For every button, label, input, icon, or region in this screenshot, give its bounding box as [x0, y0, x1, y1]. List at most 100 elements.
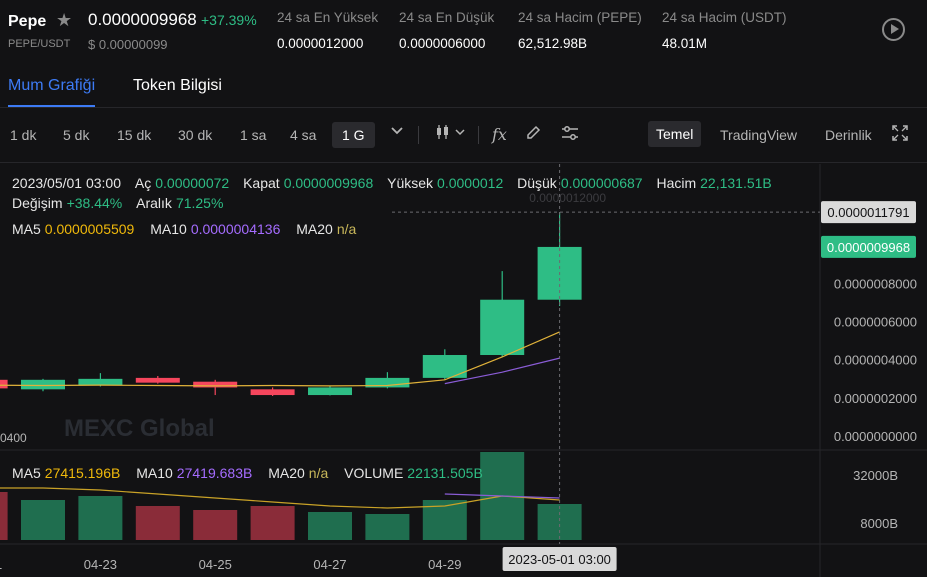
volume-ma-lines — [0, 487, 560, 509]
crosshair-time-label: 2023-05-01 03:00 — [508, 552, 611, 567]
legend-range-label: Aralık — [136, 195, 172, 211]
settings-sliders-icon[interactable] — [561, 125, 579, 146]
legend-low: 0.000000687 — [560, 175, 643, 191]
timeframe-30m[interactable]: 30 dk — [178, 127, 213, 143]
legend-high: 0.0000012 — [437, 175, 504, 191]
view-basic[interactable]: Temel — [648, 121, 702, 147]
pair-name: Pepe — [8, 13, 47, 30]
ma10-label: MA10 — [150, 221, 187, 237]
candle-body — [78, 378, 123, 386]
time-axis-label: 04-27 — [313, 557, 346, 572]
stat-label: 24 sa Hacim (USDT) — [662, 10, 787, 25]
price-axis-label: 0.0000000000 — [834, 429, 917, 444]
candle-type-icon[interactable] — [436, 124, 466, 145]
volume-bars — [0, 452, 582, 540]
vol-ma5-label: MA5 — [12, 465, 41, 481]
timeframe-1h[interactable]: 1 sa — [240, 127, 267, 143]
play-icon[interactable] — [882, 18, 905, 41]
indicator-fx-icon[interactable]: fx — [492, 125, 507, 144]
chart-area[interactable]: MEXC Global 0.0000008000 0.0000006000 0.00… — [0, 164, 927, 577]
time-axis-label: 04-29 — [428, 557, 461, 572]
candle — [422, 349, 467, 380]
price-axis-label: 0.0000004000 — [834, 353, 917, 368]
candle-body — [308, 387, 352, 396]
crosshair-time-box — [502, 547, 617, 571]
candle-body — [21, 379, 65, 390]
volume-bar — [250, 506, 295, 540]
candle — [135, 375, 180, 384]
timeframe-4h[interactable]: 4 sa — [290, 127, 317, 143]
stat-value: 48.01M — [662, 36, 708, 51]
timeframe-15m[interactable]: 15 dk — [117, 127, 152, 143]
ma5-value: 0.0000005509 — [44, 221, 135, 237]
candle-body — [422, 355, 467, 378]
last-price: 0.0000009968 — [88, 10, 197, 29]
last-price-box — [821, 235, 916, 258]
volume-ma10-line — [444, 493, 560, 499]
pencil-icon[interactable] — [525, 124, 542, 146]
time-axis-label: 04-23 — [84, 557, 117, 572]
toolbar-divider — [478, 126, 479, 144]
tab-candlestick[interactable]: Mum Grafiği — [8, 77, 96, 107]
legend-open: 0.00000072 — [155, 175, 230, 191]
stat-value: 0.0000006000 — [399, 36, 486, 51]
vol-ma20-value: n/a — [308, 465, 329, 481]
candlestick-chart[interactable]: MEXC Global 0.00000080000.00000060000.00… — [0, 164, 927, 577]
volume-axis-label: 8000B — [860, 516, 898, 531]
legend-date: 2023/05/01 03:00 — [12, 175, 121, 191]
axis-labels: 0.0000008000 0.0000006000 0.0000004000 0.00… — [0, 191, 917, 572]
tab-token-info[interactable]: Token Bilgisi — [133, 77, 222, 94]
ma20-label: MA20 — [296, 221, 333, 237]
legend-range: 71.25% — [175, 195, 224, 211]
legend-open-label: Aç — [134, 175, 152, 191]
usd-price: $ 0.00000099 — [88, 37, 168, 52]
timeframe-1d[interactable]: 1 G — [332, 122, 375, 148]
legend-volume-label: Hacim — [656, 175, 697, 191]
legend-close: 0.0000009968 — [283, 175, 374, 191]
legend-high-label: Yüksek — [387, 175, 434, 191]
stat-24h-volume-usdt: 24 sa Hacim (USDT) 48.01M — [662, 10, 787, 51]
price-ma-lines — [0, 331, 560, 387]
legend-change: +38.44% — [66, 195, 123, 211]
timeframe-1m[interactable]: 1 dk — [10, 127, 37, 143]
last-price-label: 0.0000009968 — [827, 240, 910, 255]
volume-value: 22131.505B — [407, 465, 483, 481]
stat-value: 62,512.98B — [518, 36, 588, 51]
ma10-value: 0.0000004136 — [190, 221, 281, 237]
volume-bar — [21, 500, 65, 540]
ma20-value: n/a — [336, 221, 357, 237]
candle-body — [480, 299, 525, 356]
candle — [193, 379, 238, 396]
legend-low-label: Düşük — [517, 175, 557, 191]
view-depth[interactable]: Derinlik — [825, 127, 872, 143]
candle-body — [135, 377, 180, 383]
time-axis-label: 04-25 — [199, 557, 232, 572]
vol-ma20-label: MA20 — [268, 465, 305, 481]
volume-bar — [365, 514, 410, 540]
stat-24h-volume-pepe: 24 sa Hacim (PEPE) 62,512.98B — [518, 10, 642, 51]
high-marker-label: 0.0000012000 — [529, 191, 606, 205]
chart-toolbar: 1 dk 5 dk 15 dk 30 dk 1 sa 4 sa 1 G fx T… — [0, 108, 927, 163]
crosshair-price-label: 0.0000011791 — [827, 205, 909, 220]
stat-value: 0.0000012000 — [277, 36, 364, 51]
time-axis-label: 04-21 — [0, 557, 2, 572]
pair-symbol: PEPE/USDT — [8, 38, 71, 50]
chevron-down-icon[interactable] — [390, 123, 404, 142]
candle-body — [250, 389, 295, 396]
change-legend: Değişim +38.44% Aralık 71.25% — [12, 195, 227, 211]
fullscreen-icon[interactable] — [892, 125, 908, 146]
legend-close-label: Kapat — [243, 175, 280, 191]
candle — [250, 387, 295, 397]
volume-bar — [308, 512, 352, 540]
timeframe-5m[interactable]: 5 dk — [63, 127, 90, 143]
view-tradingview[interactable]: TradingView — [720, 127, 798, 143]
favorite-star-icon[interactable]: ★ — [56, 10, 73, 30]
volume-axis-label: 32000B — [853, 468, 898, 483]
candle — [78, 373, 123, 387]
candle-body — [0, 379, 8, 389]
stat-label: 24 sa En Yüksek — [277, 10, 379, 25]
volume-bar — [537, 504, 582, 540]
candle-body — [365, 377, 410, 388]
price-change: +37.39% — [201, 12, 257, 28]
ma-legend: MA5 0.0000005509 MA10 0.0000004136 MA20 n/a — [12, 221, 360, 237]
